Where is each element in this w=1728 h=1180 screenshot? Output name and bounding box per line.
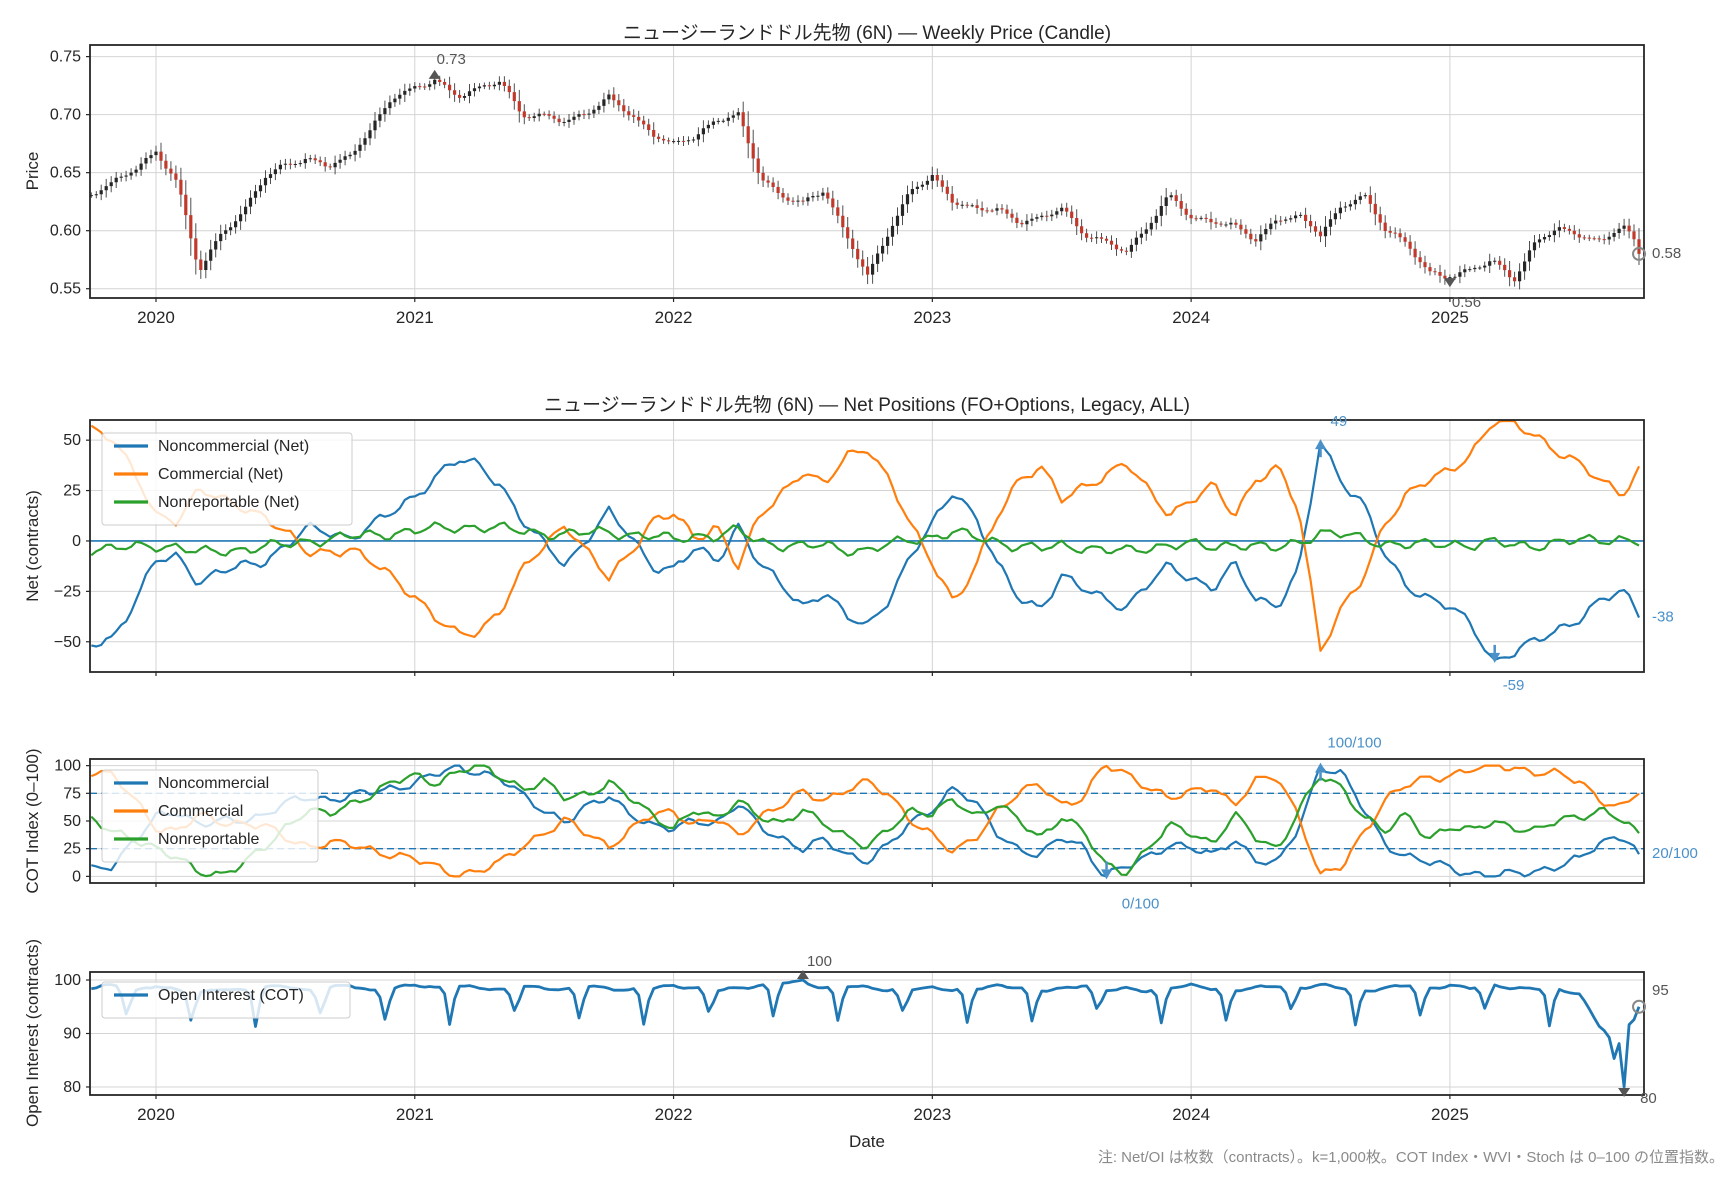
cot-report-figure: 0.55 0.60 0.65 0.70 0.75 2020 2021 2022 2023 2024… [0,0,1728,1180]
y-tick-label: 25 [63,483,81,500]
legend-label: Open Interest (COT) [158,987,304,1004]
x-tick-label: 2021 [396,308,434,327]
annotation-text: 100/100 [1327,735,1381,752]
panel-border [90,45,1644,298]
legend-label: Noncommercial [158,775,269,792]
x-axis-label: Date [849,1132,885,1152]
panel-open_interest: 80 90 100 2020 2021 2022 2023 2024 2025 Open Inte… [54,953,1668,1124]
net-y-axis-label: Net (contracts) [23,490,43,601]
x-tick-label: 2024 [1172,1105,1210,1124]
annotation-text: -59 [1503,677,1525,694]
x-tick-label: 2021 [396,1105,434,1124]
annotation-20-100: 20/100 [1652,845,1698,862]
annotation-text: 95 [1652,982,1669,999]
x-tick-label: 2024 [1172,308,1210,327]
x-tick-label: 2023 [913,308,951,327]
y-tick-label: 0.60 [50,223,81,240]
x-tick-label: 2022 [655,1105,693,1124]
axis-ticks: 0.55 0.60 0.65 0.70 0.75 2020 2021 2022 2023 2024… [50,49,1469,327]
panel-net_positions: −50 −25 0 25 50 Noncommercial (Net) Commercial… [54,413,1674,694]
annotation-text: -38 [1652,609,1674,626]
y-tick-label: 100 [54,972,81,989]
annotation-text: 0.56 [1452,294,1481,311]
annotation--38: -38 [1652,609,1674,626]
y-tick-label: 90 [63,1026,81,1043]
y-tick-label: 80 [63,1079,81,1096]
annotation--59: -59 [1489,645,1524,694]
candle-wicks [91,75,1639,290]
legend: Noncommercial (Net) Commercial (Net) Nonre… [102,433,352,525]
price-panel-title: ニュージーランドドル先物 (6N) — Weekly Price (Candle… [623,18,1111,45]
legend: Noncommercial Commercial Nonreportable [102,770,318,862]
annotation-text: 0.58 [1652,245,1681,262]
legend-label: Nonreportable [158,831,260,848]
legend-label: Noncommercial (Net) [158,438,309,455]
footnote: 注: Net/OI は枚数（contracts）。k=1,000枚。COT In… [1098,1146,1724,1167]
legend-label: Commercial (Net) [158,466,283,483]
y-tick-label: 0 [72,868,81,885]
y-tick-label: 0.75 [50,49,81,66]
annotation-text: 80 [1640,1090,1657,1107]
annotation-100: 100 [797,953,832,979]
annotation-text: 20/100 [1652,845,1698,862]
y-tick-label: 0.70 [50,107,81,124]
candles-down [159,80,1640,281]
y-tick-label: 25 [63,841,81,858]
open-interest-y-axis-label: Open Interest (contracts) [23,939,43,1127]
cot-index-y-axis-label: COT Index (0–100) [23,748,43,893]
y-tick-label: 0.55 [50,281,81,298]
annotation-80: 80 [1618,1088,1657,1107]
annotation-text: 0/100 [1122,895,1160,912]
x-tick-label: 2025 [1431,1105,1469,1124]
x-tick-label: 2020 [137,308,175,327]
y-tick-label: −25 [54,583,81,600]
annotation-0-73: 0.73 [429,51,466,79]
price-y-axis-label: Price [23,152,43,191]
annotation-text: 0.73 [437,51,466,68]
annotation-text: 49 [1331,413,1348,430]
legend-label: Nonreportable (Net) [158,494,299,511]
annotation-100-100: 100/100 [1315,735,1382,781]
net-positions-panel-title: ニュージーランドドル先物 (6N) — Net Positions (FO+Op… [544,390,1190,417]
x-tick-label: 2022 [655,308,693,327]
y-tick-label: −50 [54,634,81,651]
y-tick-label: 50 [63,432,81,449]
annotation-text: 100 [807,953,832,970]
gridlines [90,45,1644,298]
y-tick-label: 50 [63,813,81,830]
y-tick-label: 100 [54,758,81,775]
x-tick-label: 2023 [913,1105,951,1124]
y-tick-label: 0.65 [50,165,81,182]
x-tick-label: 2020 [137,1105,175,1124]
panel-price: 0.55 0.60 0.65 0.70 0.75 2020 2021 2022 2023 2024… [50,45,1681,327]
y-tick-label: 75 [63,785,81,802]
chart-canvas: 0.55 0.60 0.65 0.70 0.75 2020 2021 2022 2023 2024… [0,0,1728,1180]
legend-label: Commercial [158,803,243,820]
panel-cot_index: 0 25 50 75 100 Noncommercial Commercial Nonrepo… [54,735,1698,913]
y-tick-label: 0 [72,533,81,550]
legend: Open Interest (COT) [102,982,350,1018]
